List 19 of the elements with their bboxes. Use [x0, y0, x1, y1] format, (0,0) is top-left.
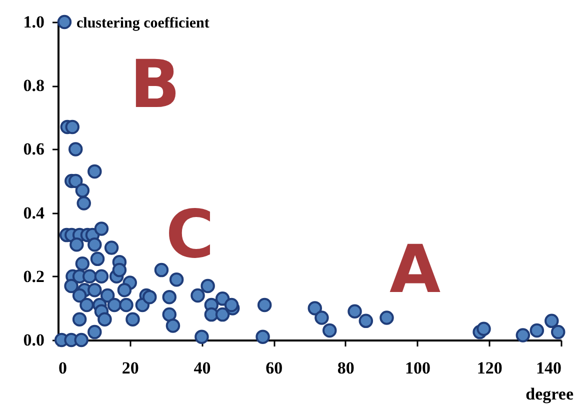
x-tick-label: 0 — [58, 358, 67, 378]
annotation: B — [130, 46, 180, 123]
y-tick-label: 0.4 — [23, 203, 45, 222]
y-tick-label: 0.6 — [23, 140, 44, 159]
x-axis-title: degree — [526, 384, 574, 404]
x-tick-label: 100 — [405, 358, 431, 378]
y-tick-label: 0.2 — [23, 266, 44, 286]
y-axis-title: clustering coefficient — [76, 16, 210, 32]
y-tick-label: 0.0 — [23, 330, 44, 350]
x-tick-label: 140 — [536, 358, 562, 378]
y-tick-label: 1.0 — [23, 12, 44, 32]
y-tick-label: 0.8 — [23, 76, 44, 96]
x-tick-label: 80 — [337, 358, 354, 378]
annotation: A — [389, 231, 441, 308]
annotation: C — [166, 196, 214, 273]
x-tick-label: 40 — [194, 358, 211, 378]
x-tick-label: 120 — [476, 358, 502, 378]
x-tick-label: 60 — [266, 358, 283, 378]
x-tick-label: 20 — [122, 358, 139, 378]
